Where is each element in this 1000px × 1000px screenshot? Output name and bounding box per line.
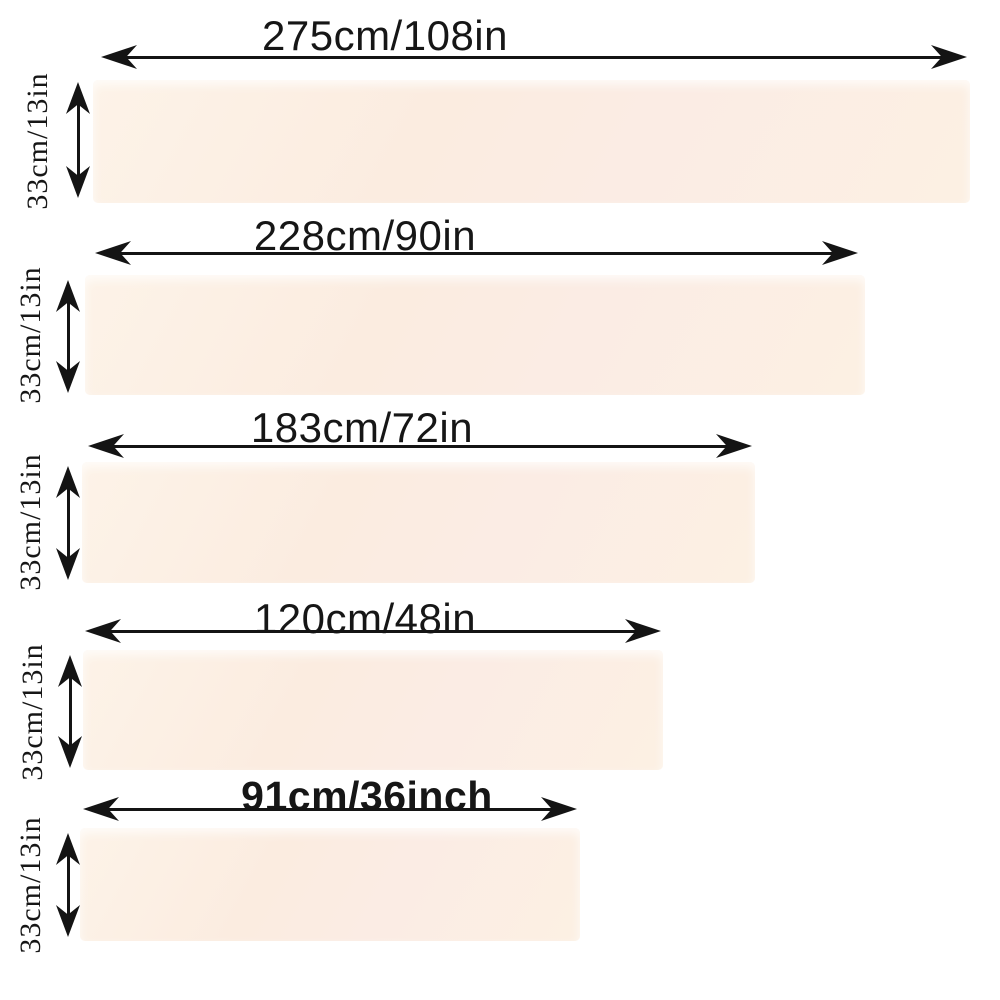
horizontal-dimension-arrow — [85, 619, 661, 643]
vertical-dimension-arrow — [56, 280, 80, 393]
runner-bar — [83, 650, 663, 770]
runner-bar — [82, 462, 755, 583]
runner-bar — [80, 828, 580, 941]
height-dimension-label: 33cm/13in — [14, 266, 47, 404]
runner-bar — [93, 80, 970, 203]
arrow-line — [104, 444, 736, 448]
arrow-line — [66, 482, 70, 564]
arrow-line — [76, 98, 80, 182]
height-dimension-label: 33cm/13in — [21, 72, 54, 210]
width-dimension-label: 183cm/72in — [250, 404, 474, 451]
vertical-dimension-arrow — [56, 833, 80, 937]
vertical-dimension-arrow — [58, 655, 82, 768]
arrow-line — [66, 296, 70, 377]
arrow-line — [111, 251, 842, 255]
arrow-line — [68, 671, 72, 752]
horizontal-dimension-arrow — [95, 241, 858, 265]
height-dimension-label: 33cm/13in — [16, 643, 49, 781]
horizontal-dimension-arrow — [101, 45, 967, 69]
vertical-dimension-arrow — [56, 466, 80, 580]
horizontal-dimension-arrow — [83, 797, 577, 821]
arrow-line — [99, 807, 561, 811]
width-dimension-label: 275cm/108in — [262, 12, 508, 59]
vertical-dimension-arrow — [66, 82, 90, 198]
arrow-line — [117, 55, 951, 59]
height-dimension-label: 33cm/13in — [14, 816, 47, 954]
height-dimension-label: 33cm/13in — [14, 453, 47, 591]
arrow-line — [101, 629, 645, 633]
width-dimension-label: 228cm/90in — [253, 212, 477, 259]
arrow-line — [66, 849, 70, 921]
runner-bar — [85, 275, 865, 395]
horizontal-dimension-arrow — [88, 434, 752, 458]
